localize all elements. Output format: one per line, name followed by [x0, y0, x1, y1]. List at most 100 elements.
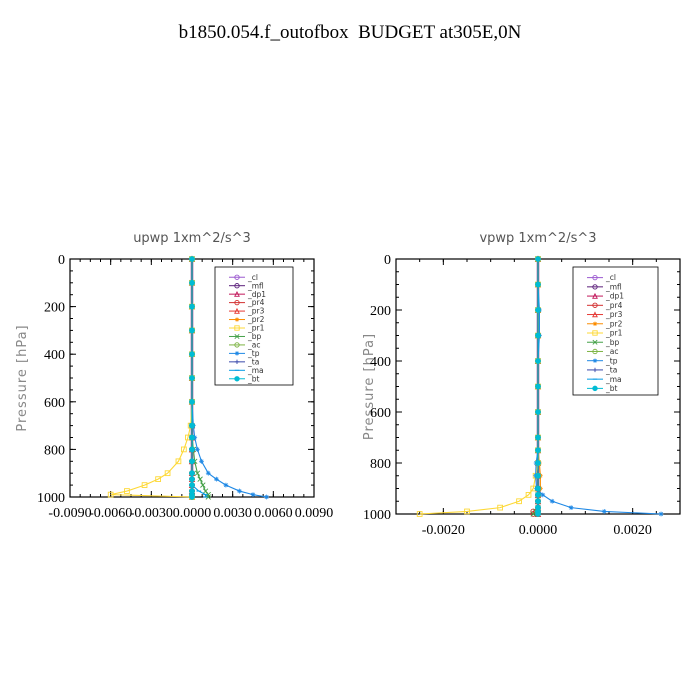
legend-label: _ma [247, 366, 264, 375]
legend-label: _bt [247, 374, 260, 383]
legend-marker [234, 307, 240, 314]
y-tick-label: 200 [370, 304, 391, 319]
data-point [124, 488, 130, 494]
y-tick-label: 600 [44, 396, 65, 411]
data-point [189, 476, 195, 483]
data-point [535, 358, 541, 364]
series-pr1 [416, 256, 541, 517]
data-point [107, 491, 114, 498]
legend-marker [592, 339, 598, 345]
data-point [237, 488, 242, 494]
legend-marker [592, 284, 598, 290]
legend-box [572, 266, 659, 396]
data-point [189, 279, 195, 286]
data-point [535, 460, 541, 466]
chart-title: upwp 1xm^2/s^3 [133, 231, 251, 246]
data-point [535, 434, 541, 441]
legend-label: _mfl [247, 281, 264, 290]
data-point [535, 383, 541, 390]
data-point [200, 482, 206, 488]
data-point [535, 409, 541, 415]
x-tick-label: -0.0090 [48, 506, 91, 521]
y-tick-label: 1000 [37, 491, 65, 506]
y-tick-label: 800 [44, 443, 65, 458]
legend-label: _pr3 [605, 310, 623, 319]
chart-panel-1: upwp 1xm^2/s^3 Pressure [hPa] 0 200 400 600 80… [15, 231, 333, 521]
x-tick-label: -0.0030 [130, 506, 173, 521]
legend-marker [234, 325, 240, 331]
data-point [195, 447, 200, 452]
data-point [189, 494, 195, 500]
data-point [189, 458, 195, 465]
data-point [202, 488, 209, 494]
legend-label: _cl [247, 273, 258, 282]
chart-title: vpwp 1xm^2/s^3 [479, 231, 596, 246]
data-point [189, 327, 195, 334]
data-point [535, 511, 541, 517]
data-point [189, 375, 195, 381]
data-point [141, 482, 148, 488]
data-point [199, 458, 204, 464]
legend-marker [592, 385, 598, 392]
legend-marker [234, 333, 240, 339]
data-point [416, 511, 423, 517]
legend-marker [592, 274, 598, 281]
page-title: b1850.054.f_outofbox BUDGET at305E,0N [178, 22, 522, 43]
y-tick-label: 200 [44, 301, 65, 316]
legend-label: _tp [247, 349, 260, 358]
series-line [419, 259, 539, 515]
legend-label: _dp1 [605, 292, 624, 301]
data-point [205, 470, 211, 476]
legend-marker [592, 358, 598, 363]
legend-box [214, 266, 294, 386]
data-point [658, 511, 664, 517]
data-point [189, 470, 195, 477]
x-tick-label: 0.0020 [613, 523, 652, 538]
data-point [223, 482, 229, 488]
y-axis-label: Pressure [hPa] [362, 333, 377, 440]
x-tick-label: 0.0000 [173, 506, 212, 521]
legend-label: _pr1 [247, 324, 265, 333]
legend-marker [592, 348, 598, 355]
data-point [194, 470, 201, 476]
series-bt [189, 256, 195, 500]
data-point [535, 485, 541, 492]
legend-label: _pr3 [247, 307, 265, 316]
legend-label: _bp [247, 332, 262, 341]
data-point [205, 491, 211, 498]
legend-label: _ac [605, 347, 618, 356]
data-point [189, 256, 195, 262]
y-tick-label: 0 [58, 253, 65, 268]
legend-label: _tp [605, 356, 618, 365]
data-point [535, 491, 541, 498]
data-point [155, 476, 161, 483]
data-point [189, 434, 195, 441]
legend-label: _pr1 [605, 329, 623, 338]
data-point [164, 470, 171, 477]
legend-marker [234, 351, 240, 356]
data-point [189, 482, 195, 489]
legend-marker [592, 311, 598, 318]
legend-label: _dp1 [247, 290, 266, 299]
data-point [214, 476, 219, 482]
data-point [516, 498, 522, 505]
legend-label: _ma [605, 375, 622, 384]
legend-label: _pr2 [605, 319, 623, 328]
data-point [535, 281, 541, 288]
legend-label: _pr4 [605, 301, 623, 310]
data-point [601, 509, 607, 514]
data-point [540, 492, 546, 498]
legend-marker [234, 342, 240, 348]
y-tick-label: 0 [384, 253, 391, 268]
legend-label: _mfl [605, 282, 622, 291]
data-point [175, 458, 182, 465]
data-point [535, 447, 541, 454]
y-tick-label: 400 [44, 348, 65, 363]
legend-marker [234, 359, 240, 365]
legend-marker [234, 299, 240, 306]
x-tick-label: 0.0030 [213, 506, 252, 521]
y-tick-label: 1000 [363, 508, 391, 523]
legend-marker [592, 367, 598, 373]
legend-marker [234, 376, 240, 382]
x-tick-label: 0.0000 [519, 523, 558, 538]
